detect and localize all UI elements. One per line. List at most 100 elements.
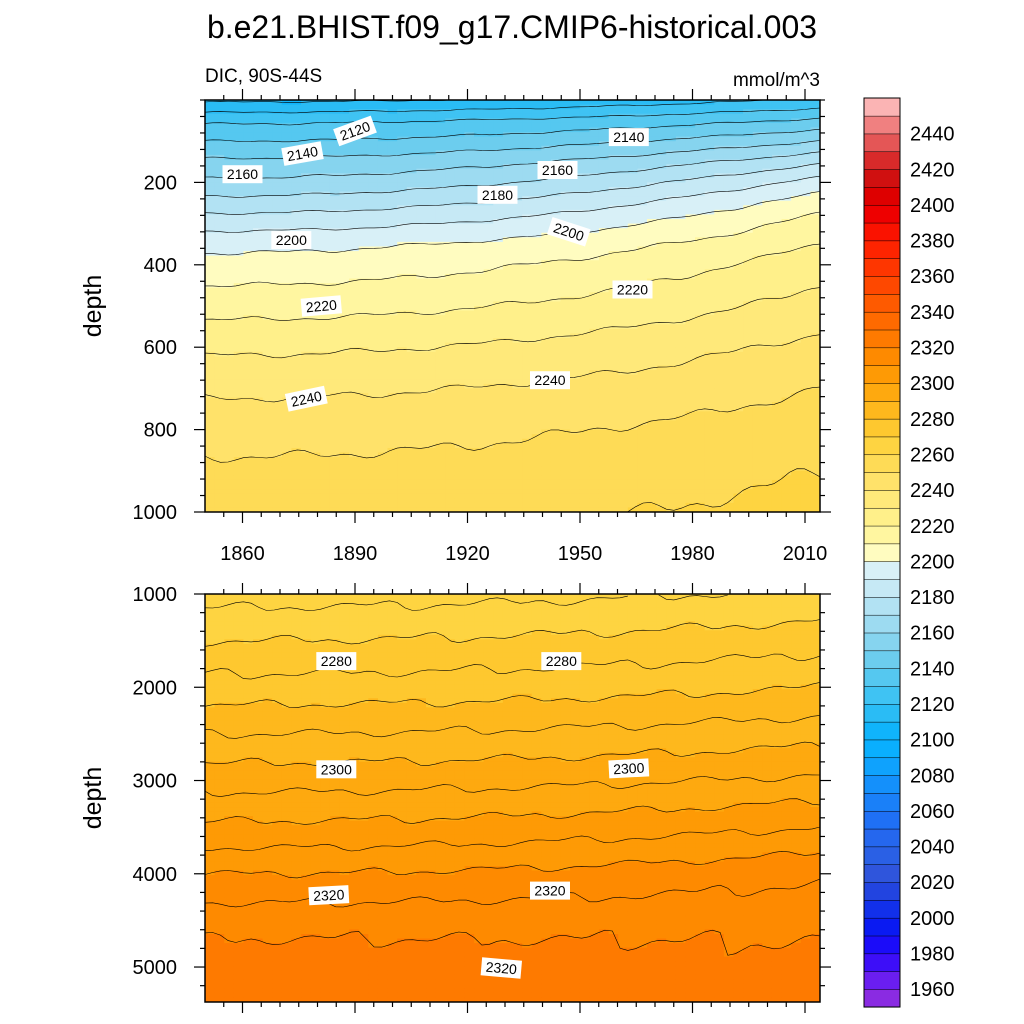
contour-fill-cell	[531, 164, 542, 170]
contour-fill-cell	[598, 306, 610, 312]
contour-fill-cell	[522, 241, 533, 248]
contour-fill-cell	[233, 328, 245, 335]
contour-fill-cell	[598, 484, 610, 490]
contour-fill-cell	[579, 191, 590, 197]
contour-fill-cell	[666, 498, 677, 504]
contour-fill-cell	[281, 122, 293, 129]
contour-fill-cell	[301, 315, 312, 321]
contour-fill-cell	[493, 406, 504, 412]
contour-fill-cell	[214, 164, 225, 170]
contour-fill-cell	[608, 118, 619, 124]
contour-fill-cell	[550, 475, 562, 481]
contour-fill-cell	[205, 351, 216, 357]
contour-fill-cell	[445, 118, 456, 124]
contour-fill-cell	[243, 360, 254, 367]
contour-fill-cell	[224, 429, 235, 435]
contour-fill-cell	[454, 168, 466, 174]
contour-fill-cell	[522, 269, 533, 275]
contour-fill-cell	[272, 182, 283, 188]
contour-fill-cell	[406, 260, 418, 266]
contour-fill-cell	[666, 333, 677, 339]
contour-fill-cell	[416, 223, 427, 229]
contour-fill-cell	[550, 104, 562, 110]
contour-fill-cell	[666, 113, 677, 119]
contour-fill-cell	[512, 493, 523, 499]
contour-fill-cell	[426, 457, 437, 463]
contour-fill-cell	[666, 356, 677, 362]
contour-fill-cell	[502, 351, 514, 357]
contour-fill-cell	[454, 255, 466, 261]
contour-fill-cell	[406, 420, 418, 426]
contour-fill-cell	[637, 145, 648, 151]
contour-fill-cell	[695, 484, 706, 490]
contour-fill-cell	[685, 301, 696, 307]
contour-fill-cell	[387, 196, 398, 202]
contour-fill-cell	[512, 100, 523, 106]
contour-fill-cell	[704, 296, 715, 303]
contour-fill-cell	[435, 356, 446, 362]
contour-fill-cell	[531, 315, 542, 321]
contour-fill-cell	[205, 186, 216, 193]
contour-fill-cell	[454, 452, 466, 458]
contour-fill-cell	[637, 255, 648, 261]
contour-fill-cell	[723, 241, 735, 248]
contour-fill-cell	[224, 443, 235, 449]
contour-fill-cell	[339, 287, 350, 293]
contour-fill-cell	[627, 104, 639, 110]
contour-fill-cell	[502, 122, 514, 129]
contour-fill-cell	[377, 104, 389, 110]
contour-fill-cell	[358, 484, 369, 490]
contour-fill-cell	[637, 113, 648, 119]
contour-fill-cell	[406, 132, 418, 138]
contour-fill-cell	[358, 278, 369, 284]
contour-fill-cell	[675, 196, 687, 202]
contour-fill-cell	[483, 269, 494, 275]
contour-fill-cell	[339, 154, 350, 161]
contour-fill-cell	[493, 470, 504, 476]
contour-fill-cell	[579, 306, 590, 312]
contour-fill-cell	[483, 507, 494, 512]
contour-fill-cell	[349, 356, 360, 362]
contour-fill-cell	[608, 182, 619, 188]
contour-fill-cell	[406, 333, 418, 339]
contour-fill-cell	[253, 232, 264, 238]
contour-fill-cell	[406, 219, 418, 225]
contour-fill-cell	[426, 484, 437, 490]
contour-fill-cell	[666, 122, 677, 129]
contour-fill-cell	[454, 498, 466, 504]
contour-fill-cell	[656, 356, 667, 362]
contour-fill-cell	[435, 457, 446, 463]
contour-fill-cell	[647, 145, 658, 151]
contour-fill-cell	[435, 113, 446, 119]
contour-fill-cell	[224, 145, 235, 151]
contour-fill-cell	[531, 219, 542, 225]
contour-fill-cell	[339, 118, 350, 124]
contour-fill-cell	[349, 200, 360, 206]
contour-fill-cell	[637, 429, 648, 435]
contour-fill-cell	[589, 109, 600, 115]
contour-fill-cell	[598, 443, 610, 449]
contour-fill-cell	[426, 333, 437, 339]
contour-fill-cell	[387, 338, 398, 344]
contour-fill-cell	[214, 319, 225, 325]
contour-fill-cell	[695, 278, 706, 284]
contour-fill-cell	[349, 191, 360, 197]
contour-fill-cell	[272, 154, 283, 161]
contour-fill-cell	[445, 232, 456, 238]
contour-fill-cell	[224, 306, 235, 312]
contour-fill-cell	[426, 278, 437, 284]
contour-fill-cell	[695, 310, 706, 316]
contour-fill-cell	[426, 232, 437, 238]
contour-fill-cell	[589, 219, 600, 225]
contour-fill-cell	[397, 461, 408, 467]
contour-fill-cell	[483, 502, 494, 509]
contour-fill-cell	[541, 136, 552, 142]
contour-fill-cell	[435, 452, 446, 458]
contour-fill-cell	[541, 255, 552, 261]
contour-fill-cell	[579, 365, 590, 371]
contour-fill-cell	[502, 241, 514, 248]
contour-fill-cell	[233, 292, 245, 298]
contour-fill-cell	[339, 498, 350, 504]
contour-fill-cell	[426, 502, 437, 509]
contour-fill-cell	[214, 356, 225, 362]
